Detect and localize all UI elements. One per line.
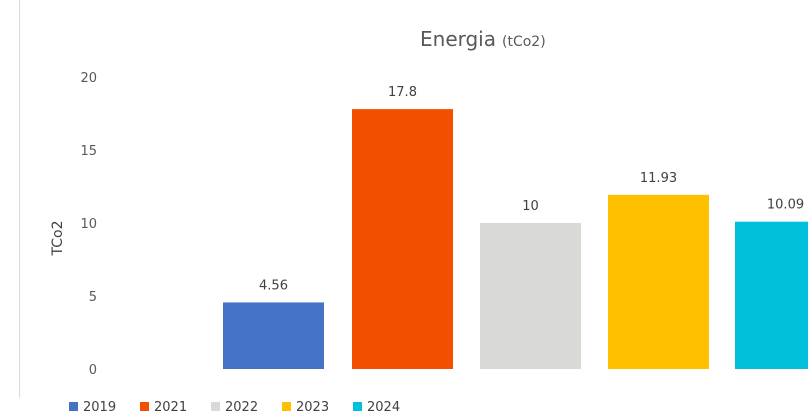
- y-tick-label: 15: [80, 144, 97, 159]
- chart-title-main: Energia: [420, 27, 496, 51]
- bar-2023: [608, 194, 709, 369]
- data-label-2021: 17.8: [388, 85, 417, 100]
- data-label-2022: 10: [522, 199, 539, 214]
- bar-2024: [735, 221, 808, 369]
- legend-label-2024: 2024: [367, 400, 400, 415]
- y-axis-title: TCo2: [50, 221, 66, 257]
- data-labels: 4.56 17.8 10 11.93 10.09: [259, 85, 804, 293]
- bar-2022: [480, 223, 581, 369]
- legend-swatch-2021: [140, 402, 149, 411]
- legend-swatch-2024: [353, 402, 362, 411]
- legend-swatch-2022: [211, 402, 220, 411]
- bar-2021: [352, 109, 453, 370]
- y-tick-label: 5: [89, 290, 97, 305]
- y-tick-label: 0: [89, 363, 97, 378]
- legend-label-2023: 2023: [296, 400, 329, 415]
- data-label-2019: 4.56: [259, 278, 288, 293]
- legend: 2019 2021 2022 2023 2024: [69, 400, 400, 415]
- bar-2019: [223, 302, 324, 369]
- y-axis-tick-labels: 0 5 10 15 20: [80, 71, 97, 378]
- legend-label-2021: 2021: [154, 400, 187, 415]
- chart-title: Energia (tCo2): [420, 27, 546, 51]
- legend-label-2022: 2022: [225, 400, 258, 415]
- y-tick-label: 20: [80, 71, 97, 86]
- legend-swatch-2023: [282, 402, 291, 411]
- bar-series: [223, 109, 808, 370]
- legend-swatch-2019: [69, 402, 78, 411]
- data-label-2024: 10.09: [767, 198, 804, 213]
- y-tick-label: 10: [80, 217, 97, 232]
- data-label-2023: 11.93: [640, 171, 677, 186]
- chart-left-border: [19, 0, 20, 398]
- chart-title-unit: (tCo2): [502, 34, 546, 50]
- legend-label-2019: 2019: [83, 400, 116, 415]
